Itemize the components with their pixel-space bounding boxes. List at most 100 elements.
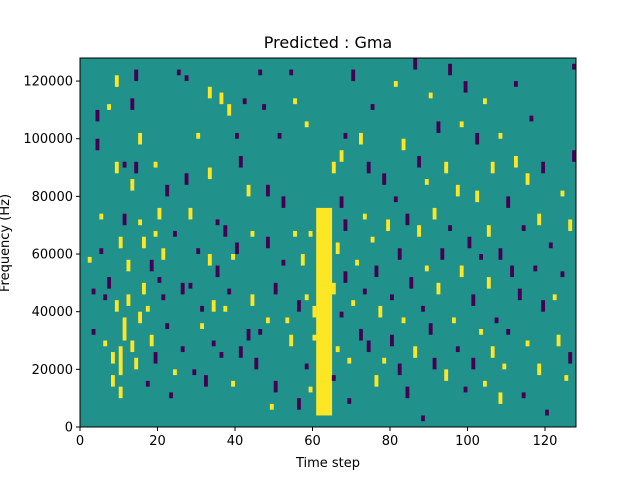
heatmap-cell bbox=[235, 242, 239, 255]
heatmap-cell bbox=[409, 277, 414, 289]
heatmap-cell bbox=[541, 300, 545, 312]
heatmap-cell bbox=[153, 161, 158, 168]
heatmap-cell bbox=[459, 121, 464, 128]
x-tick-label: 100 bbox=[455, 434, 480, 449]
heatmap-cell bbox=[362, 213, 367, 220]
heatmap-cell bbox=[498, 248, 503, 260]
heatmap-cell bbox=[452, 317, 456, 324]
heatmap-cell bbox=[374, 265, 379, 278]
heatmap-cell bbox=[165, 323, 170, 329]
heatmap-cell bbox=[142, 282, 146, 295]
y-tick-label: 60000 bbox=[32, 248, 73, 263]
heatmap-band-cell bbox=[323, 207, 329, 416]
heatmap-cell bbox=[180, 346, 185, 353]
heatmap-cell bbox=[506, 328, 511, 335]
heatmap-cell bbox=[390, 294, 394, 301]
heatmap-cell bbox=[161, 294, 166, 301]
heatmap-cell bbox=[227, 104, 232, 116]
heatmap-cell bbox=[103, 340, 108, 347]
heatmap-cell bbox=[304, 121, 309, 128]
heatmap-cell bbox=[300, 254, 305, 266]
heatmap-cell bbox=[432, 357, 437, 370]
heatmap-cell bbox=[308, 386, 313, 393]
heatmap-cell bbox=[440, 248, 445, 260]
heatmap-cell bbox=[444, 369, 449, 381]
heatmap-cell bbox=[145, 380, 150, 387]
heatmap-cell bbox=[173, 369, 177, 376]
heatmap-cell bbox=[250, 230, 255, 237]
heatmap-cell bbox=[459, 265, 464, 278]
heatmap-cell bbox=[432, 207, 437, 220]
heatmap-cell bbox=[207, 167, 212, 180]
heatmap-cell bbox=[370, 104, 375, 110]
heatmap-cell bbox=[157, 207, 162, 220]
heatmap-cell bbox=[196, 132, 201, 139]
heatmap-cell bbox=[273, 380, 278, 393]
heatmap-cell bbox=[479, 254, 483, 260]
heatmap-cell bbox=[529, 115, 534, 122]
heatmap-cell bbox=[359, 132, 363, 145]
heatmap-cell bbox=[219, 92, 224, 105]
y-tick-label: 80000 bbox=[32, 190, 73, 205]
heatmap-cell bbox=[211, 340, 216, 347]
heatmap-cell bbox=[111, 375, 115, 387]
heatmap-cell bbox=[308, 230, 313, 237]
heatmap-cell bbox=[560, 190, 565, 197]
heatmap-cell bbox=[413, 58, 418, 70]
heatmap-cell bbox=[207, 254, 212, 266]
heatmap-cell bbox=[281, 259, 286, 266]
chart-title: Predicted : Gma bbox=[264, 33, 392, 52]
heatmap-cell bbox=[405, 213, 410, 226]
heatmap-cell bbox=[169, 392, 173, 399]
heatmap-cell bbox=[401, 138, 406, 151]
heatmap-cell bbox=[514, 81, 518, 87]
heatmap-cell bbox=[95, 138, 100, 151]
heatmap-cell bbox=[390, 334, 394, 347]
heatmap-cell bbox=[347, 357, 352, 364]
heatmap-cell bbox=[525, 173, 530, 185]
heatmap-cell bbox=[413, 346, 418, 358]
heatmap-cell bbox=[359, 328, 363, 341]
heatmap-cell bbox=[242, 98, 247, 105]
heatmap-cell bbox=[223, 305, 228, 312]
heatmap-cell bbox=[297, 300, 301, 312]
y-tick-label: 100000 bbox=[23, 132, 73, 147]
heatmap-cell bbox=[126, 294, 131, 306]
heatmap-cell bbox=[91, 288, 96, 295]
heatmap-cell bbox=[421, 305, 425, 312]
heatmap-cell bbox=[281, 196, 286, 208]
heatmap-cell bbox=[405, 386, 410, 399]
heatmap-cell bbox=[153, 352, 158, 364]
heatmap-cell bbox=[417, 225, 421, 237]
heatmap-cell bbox=[200, 323, 204, 329]
heatmap-cell bbox=[312, 305, 317, 318]
heatmap-cell bbox=[552, 294, 557, 301]
heatmap-cell bbox=[331, 161, 336, 174]
heatmap-cell bbox=[231, 254, 235, 260]
x-tick-label: 60 bbox=[304, 434, 321, 449]
heatmap-cell bbox=[304, 294, 309, 301]
heatmap-cell bbox=[421, 415, 425, 422]
heatmap-cell bbox=[207, 86, 212, 99]
heatmap-cell bbox=[285, 317, 290, 324]
heatmap-cell bbox=[266, 184, 270, 197]
heatmap-cell bbox=[378, 305, 383, 318]
heatmap-cell bbox=[347, 398, 352, 404]
heatmap-cell bbox=[370, 236, 375, 243]
heatmap-cell bbox=[490, 161, 495, 174]
heatmap-cell bbox=[382, 173, 387, 185]
heatmap-cell bbox=[138, 132, 142, 145]
heatmap-cell bbox=[331, 375, 336, 381]
heatmap-cell bbox=[386, 219, 390, 231]
heatmap-cell bbox=[107, 104, 111, 110]
heatmap-cell bbox=[475, 132, 480, 145]
heatmap-cell bbox=[397, 248, 402, 260]
heatmap-cell bbox=[91, 328, 96, 335]
heatmap-cell bbox=[417, 156, 421, 168]
heatmap-cell bbox=[118, 236, 123, 249]
heatmap-cell bbox=[130, 179, 135, 191]
heatmap-cell bbox=[494, 317, 499, 324]
heatmap-cell bbox=[455, 346, 460, 353]
heatmap-cell bbox=[564, 375, 569, 381]
